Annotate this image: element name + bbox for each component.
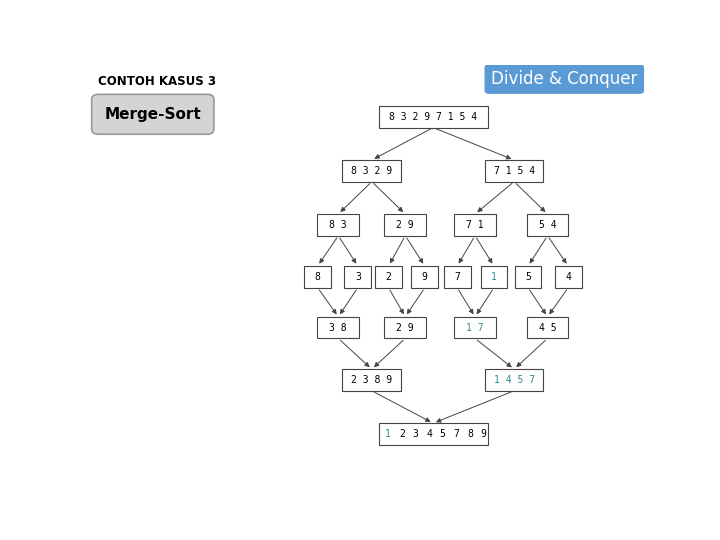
Text: Divide & Conquer: Divide & Conquer xyxy=(491,70,637,88)
FancyBboxPatch shape xyxy=(318,317,359,339)
Text: CONTOH KASUS 3: CONTOH KASUS 3 xyxy=(99,75,217,88)
FancyBboxPatch shape xyxy=(384,214,426,235)
Text: 8 3 2 9: 8 3 2 9 xyxy=(351,166,392,176)
FancyBboxPatch shape xyxy=(343,369,401,391)
Text: 1: 1 xyxy=(385,429,391,439)
FancyBboxPatch shape xyxy=(344,266,372,288)
Text: 3: 3 xyxy=(413,429,418,439)
FancyBboxPatch shape xyxy=(485,369,544,391)
FancyBboxPatch shape xyxy=(454,214,496,235)
Text: 4 5: 4 5 xyxy=(539,322,557,333)
FancyBboxPatch shape xyxy=(318,214,359,235)
FancyBboxPatch shape xyxy=(526,317,569,339)
Text: 8: 8 xyxy=(315,272,320,282)
Text: 2: 2 xyxy=(386,272,392,282)
Text: 1: 1 xyxy=(491,272,497,282)
FancyBboxPatch shape xyxy=(305,266,331,288)
FancyBboxPatch shape xyxy=(485,160,544,181)
Text: 7: 7 xyxy=(454,429,459,439)
Text: 8 3: 8 3 xyxy=(330,220,347,230)
Text: 5 4: 5 4 xyxy=(539,220,557,230)
FancyBboxPatch shape xyxy=(526,214,569,235)
Text: 7 1: 7 1 xyxy=(467,220,484,230)
Text: 3: 3 xyxy=(355,272,361,282)
Text: 1 4 5 7: 1 4 5 7 xyxy=(493,375,535,385)
Text: 7 1 5 4: 7 1 5 4 xyxy=(493,166,535,176)
Text: 3 8: 3 8 xyxy=(330,322,347,333)
FancyBboxPatch shape xyxy=(481,266,508,288)
Text: 8 3 2 9 7 1 5 4: 8 3 2 9 7 1 5 4 xyxy=(389,112,477,122)
Text: 8: 8 xyxy=(467,429,473,439)
FancyBboxPatch shape xyxy=(485,64,644,94)
Text: 5: 5 xyxy=(525,272,531,282)
FancyBboxPatch shape xyxy=(91,94,214,134)
Text: 2 9: 2 9 xyxy=(397,322,414,333)
FancyBboxPatch shape xyxy=(379,423,487,445)
Text: 2 9: 2 9 xyxy=(397,220,414,230)
FancyBboxPatch shape xyxy=(444,266,471,288)
FancyBboxPatch shape xyxy=(384,317,426,339)
FancyBboxPatch shape xyxy=(343,160,401,181)
Text: 5: 5 xyxy=(440,429,446,439)
Text: 9: 9 xyxy=(422,272,428,282)
FancyBboxPatch shape xyxy=(454,317,496,339)
Text: Merge-Sort: Merge-Sort xyxy=(104,107,201,122)
FancyBboxPatch shape xyxy=(379,106,487,127)
FancyBboxPatch shape xyxy=(555,266,582,288)
Text: 9: 9 xyxy=(480,429,487,439)
Text: 1 7: 1 7 xyxy=(467,322,484,333)
FancyBboxPatch shape xyxy=(375,266,402,288)
Text: 4: 4 xyxy=(565,272,571,282)
FancyBboxPatch shape xyxy=(515,266,541,288)
Text: 4: 4 xyxy=(426,429,432,439)
Text: 2: 2 xyxy=(399,429,405,439)
Text: 2 3 8 9: 2 3 8 9 xyxy=(351,375,392,385)
FancyBboxPatch shape xyxy=(411,266,438,288)
Text: 7: 7 xyxy=(454,272,460,282)
